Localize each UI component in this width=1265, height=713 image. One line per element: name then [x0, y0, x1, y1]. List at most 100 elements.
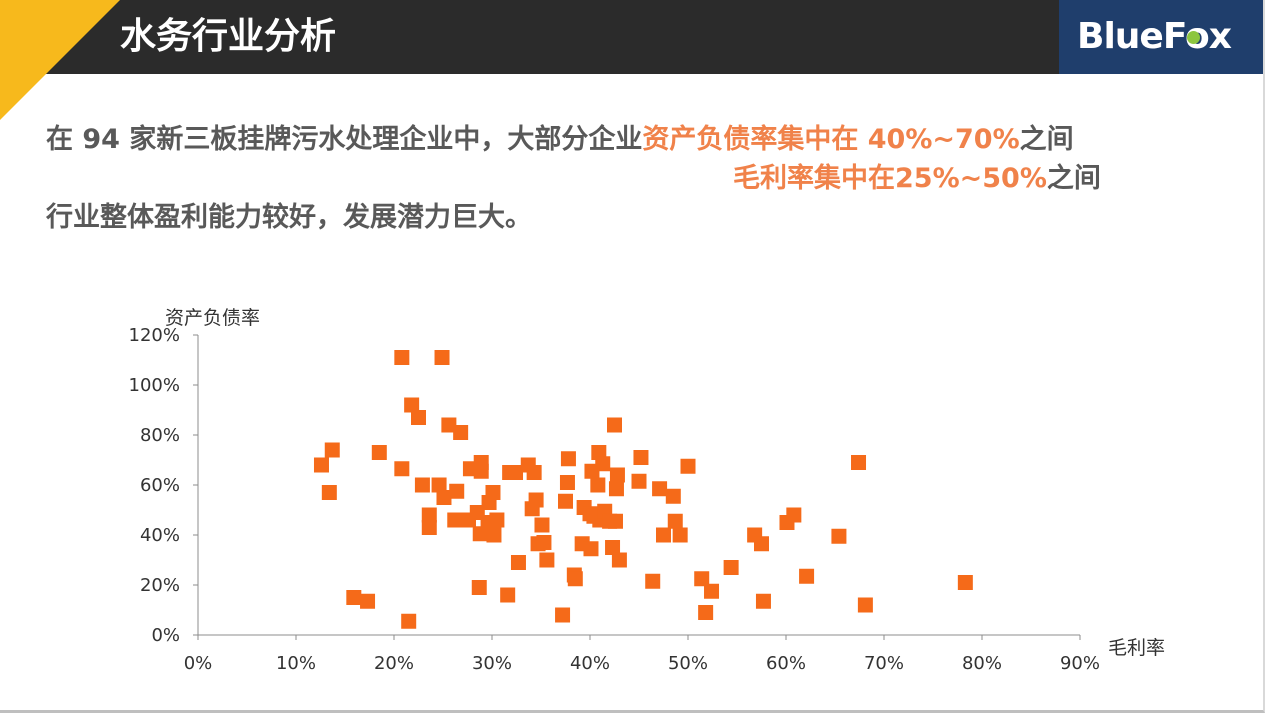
data-point — [799, 568, 815, 584]
data-point — [431, 477, 447, 493]
summary-line-2: 毛利率集中在25%~50%之间 — [733, 161, 1101, 197]
data-point — [510, 555, 526, 570]
data-point — [698, 605, 714, 620]
y-tick-label: 20% — [140, 575, 180, 596]
x-tick-label: 20% — [374, 653, 414, 674]
data-point — [555, 607, 571, 623]
data-point — [421, 507, 437, 523]
data-point — [656, 527, 671, 543]
data-point — [631, 473, 647, 489]
data-point — [607, 513, 623, 529]
data-point — [434, 350, 450, 365]
x-tick-label: 70% — [864, 653, 904, 674]
y-axis-title: 资产负债率 — [165, 307, 260, 329]
summary-line-1-suffix: 之间 — [1019, 124, 1074, 155]
data-point — [665, 488, 681, 504]
data-point — [667, 513, 683, 529]
data-point — [436, 490, 452, 505]
chart-points — [313, 350, 973, 629]
data-point — [411, 410, 426, 425]
data-point — [324, 442, 340, 458]
data-point — [694, 571, 710, 587]
data-point — [851, 455, 867, 470]
data-point — [957, 575, 973, 590]
chart-axes — [193, 334, 1081, 640]
data-point — [401, 613, 417, 629]
data-point — [645, 573, 661, 589]
bluefox-logo: BlueFox — [1077, 16, 1232, 57]
data-point — [346, 590, 362, 605]
x-tick-label: 10% — [276, 653, 316, 674]
x-tick-label: 40% — [570, 653, 610, 674]
data-point — [421, 520, 437, 535]
y-tick-label: 80% — [140, 425, 180, 446]
data-point — [595, 456, 611, 472]
y-tick-label: 120% — [129, 325, 180, 346]
accent-triangle — [0, 0, 120, 120]
summary-line-1: 在 94 家新三板挂牌污水处理企业中，大部分企业资产负债率集中在 40%~70%… — [46, 122, 1074, 158]
data-point — [486, 527, 502, 543]
data-point — [559, 475, 575, 490]
data-point — [313, 457, 329, 473]
data-point — [447, 512, 463, 528]
y-tick-label: 0% — [151, 625, 180, 646]
data-point — [528, 492, 544, 508]
summary-line-3: 行业整体盈利能力较好，发展潜力巨大。 — [46, 202, 532, 233]
data-point — [441, 417, 457, 433]
data-point — [590, 477, 606, 493]
x-tick-label: 30% — [472, 653, 512, 674]
data-point — [473, 455, 489, 470]
data-point — [371, 445, 387, 460]
summary-line-2-highlight: 毛利率集中在25%~50% — [733, 163, 1047, 194]
data-point — [611, 552, 627, 568]
y-tick-label: 60% — [140, 475, 180, 496]
summary-line-2-suffix: 之间 — [1046, 163, 1101, 194]
data-point — [567, 571, 583, 587]
data-point — [471, 580, 487, 595]
x-axis-title: 毛利率 — [1108, 637, 1165, 659]
logo-background — [1059, 0, 1265, 74]
data-point — [723, 560, 739, 575]
data-point — [560, 451, 576, 467]
data-point — [786, 507, 802, 523]
data-point — [534, 517, 550, 533]
data-point — [321, 485, 337, 500]
logo-dot-icon — [1187, 31, 1200, 44]
data-point — [449, 483, 465, 499]
data-point — [608, 481, 624, 497]
data-point — [704, 583, 720, 599]
data-point — [672, 527, 688, 543]
summary-line-1-highlight: 资产负债率集中在 40%~70% — [642, 124, 1020, 155]
data-point — [453, 425, 469, 440]
x-tick-label: 90% — [1060, 653, 1100, 674]
data-point — [414, 477, 430, 493]
data-point — [404, 397, 420, 413]
data-point — [605, 540, 621, 555]
data-point — [680, 458, 696, 474]
data-point — [755, 593, 771, 609]
page-title: 水务行业分析 — [120, 16, 337, 57]
data-point — [485, 485, 501, 500]
data-point — [489, 512, 505, 528]
data-point — [500, 587, 516, 603]
x-tick-label: 50% — [668, 653, 708, 674]
header-bar — [0, 0, 1265, 74]
y-tick-label: 40% — [140, 525, 180, 546]
y-tick-label: 100% — [129, 375, 180, 396]
data-point — [609, 467, 625, 483]
data-point — [831, 528, 847, 544]
summary-line-1-prefix: 在 94 家新三板挂牌污水处理企业中，大部分企业 — [46, 124, 643, 155]
data-point — [394, 461, 410, 477]
chart-tick-labels: 0% 10% 20% 30% 40% 50% 60% 70% 80% 90% 0% 20% 40% 60%… — [129, 325, 1100, 674]
data-point — [360, 593, 376, 609]
x-tick-label: 60% — [766, 653, 806, 674]
data-point — [508, 465, 524, 480]
data-point — [526, 465, 542, 480]
x-tick-label: 0% — [184, 653, 213, 674]
data-point — [539, 552, 555, 568]
data-point — [536, 535, 552, 550]
data-point — [652, 481, 668, 497]
data-point — [394, 350, 410, 365]
data-point — [633, 450, 649, 465]
